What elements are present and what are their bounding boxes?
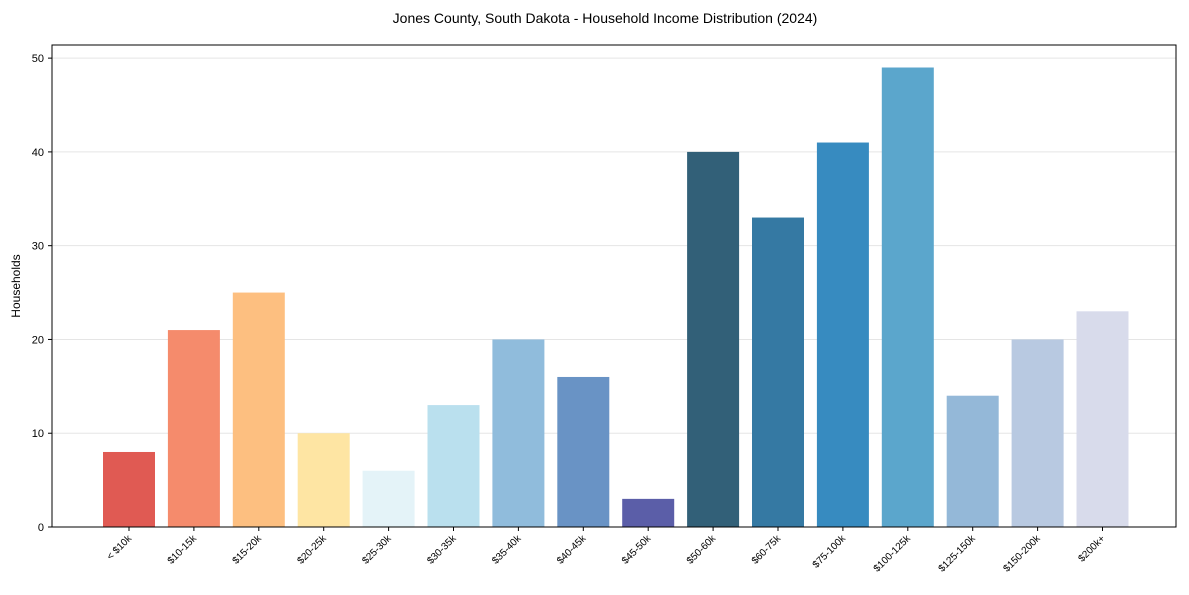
x-tick-label: $20-25k xyxy=(295,533,329,567)
x-tick-label: $15-20k xyxy=(231,533,265,567)
bar xyxy=(1011,339,1064,527)
bar xyxy=(297,433,350,527)
x-tick-label: < $10k xyxy=(105,533,135,563)
x-tick-label: $200k+ xyxy=(1076,533,1107,564)
x-tick-label: $75-100k xyxy=(811,533,849,571)
bar xyxy=(946,395,999,527)
bar xyxy=(492,339,545,527)
y-tick-label: 30 xyxy=(32,241,44,253)
chart-title: Jones County, South Dakota - Household I… xyxy=(393,10,818,26)
x-tick-label: $25-30k xyxy=(360,533,394,567)
y-tick-label: 50 xyxy=(32,53,44,65)
x-tick-label: $150-200k xyxy=(1002,533,1044,575)
x-tick-label: $50-60k xyxy=(685,533,719,567)
y-tick-label: 10 xyxy=(32,428,44,440)
bar xyxy=(557,376,610,527)
x-tick-label: $60-75k xyxy=(750,533,784,567)
bar xyxy=(103,451,155,527)
x-tick-label: $125-150k xyxy=(937,533,979,575)
bar xyxy=(232,292,285,527)
bar xyxy=(427,405,480,527)
x-tick-label: $40-45k xyxy=(555,533,589,567)
bar xyxy=(881,67,934,528)
y-tick-label: 40 xyxy=(32,147,44,159)
bar xyxy=(1076,311,1129,527)
plot-frame xyxy=(51,44,1177,528)
bar xyxy=(816,142,869,527)
bar xyxy=(752,217,804,528)
x-tick-label: $30-35k xyxy=(425,533,459,567)
bar xyxy=(622,498,675,527)
x-tick-label: $100-125k xyxy=(872,533,914,575)
x-tick-label: $10-15k xyxy=(166,533,200,567)
x-tick-label: $35-40k xyxy=(490,533,524,567)
bar xyxy=(362,470,415,527)
x-tick-label: $45-50k xyxy=(620,533,654,567)
y-tick-label: 20 xyxy=(32,334,44,346)
y-tick-label: 0 xyxy=(38,522,44,534)
bar xyxy=(167,330,220,527)
y-axis-label: Households xyxy=(9,254,23,317)
bar xyxy=(687,151,740,528)
